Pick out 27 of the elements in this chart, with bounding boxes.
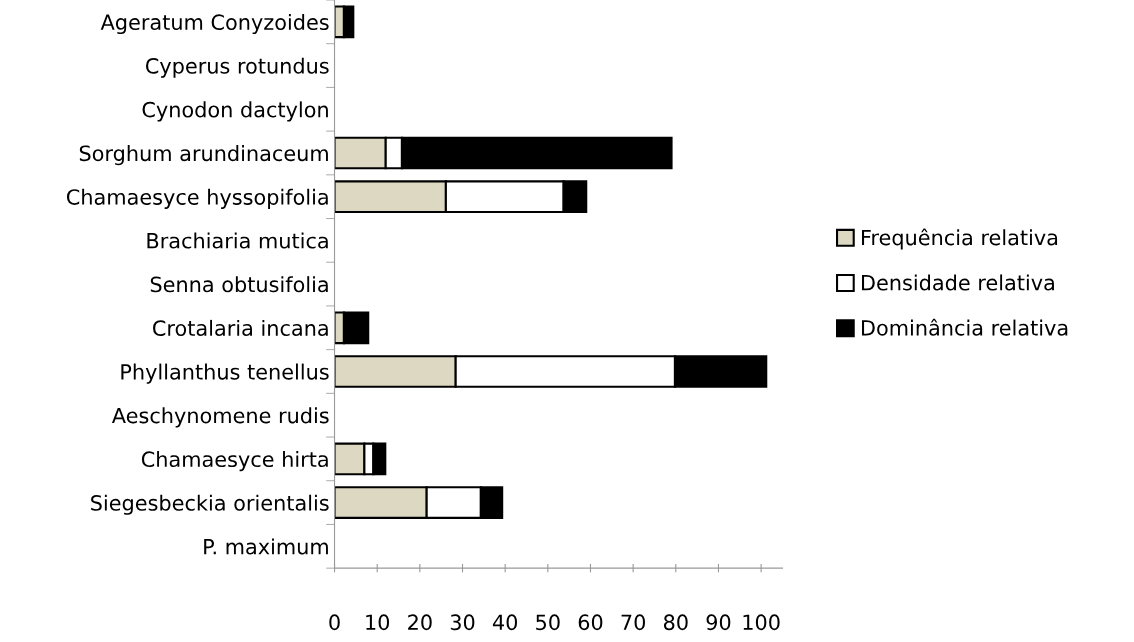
y-tick-label: Crotalaria incana: [153, 319, 328, 336]
y-tick-label: Senna obtusifolia: [150, 276, 328, 293]
y-tick-label: Aeschynomene rudis: [111, 407, 329, 428]
legend-label: Densidade relativa: [862, 274, 1054, 291]
x-tick-label: 90: [706, 614, 731, 631]
y-tick-label: Chamaesyce hirta: [141, 450, 328, 472]
x-tick-label: 10: [366, 614, 390, 631]
y-tick-label: Phyllanthus tenellus: [121, 363, 329, 384]
y-tick-label: P. maximum: [204, 538, 328, 555]
x-tick-label: 30: [450, 614, 475, 631]
y-tick-label: Chamaesyce hyssopifolia: [66, 188, 328, 209]
x-tick-label: 70: [621, 614, 646, 631]
x-tick-label: 0: [329, 614, 340, 631]
x-tick-label: 40: [492, 614, 518, 631]
x-tick-label: 80: [663, 614, 688, 631]
y-tick-label: Siegesbeckia orientalis: [91, 494, 329, 515]
y-tick-label: Cyperus rotundus: [145, 57, 329, 78]
x-tick-label: 60: [578, 614, 603, 631]
x-tick-label: 100: [743, 614, 780, 631]
y-tick-label: Ageratum Conyzoides: [100, 13, 329, 35]
y-tick-label: Brachiaria mutica: [147, 232, 328, 249]
y-tick-label: Sorghum arundinaceum: [79, 145, 328, 166]
x-tick-label: 50: [536, 614, 560, 631]
x-tick-label: 20: [408, 614, 432, 631]
legend-label: Frequência relativa: [862, 228, 1058, 250]
legend-label: Dominância relativa: [862, 318, 1068, 336]
y-tick-label: Cynodon dactylon: [142, 101, 328, 122]
